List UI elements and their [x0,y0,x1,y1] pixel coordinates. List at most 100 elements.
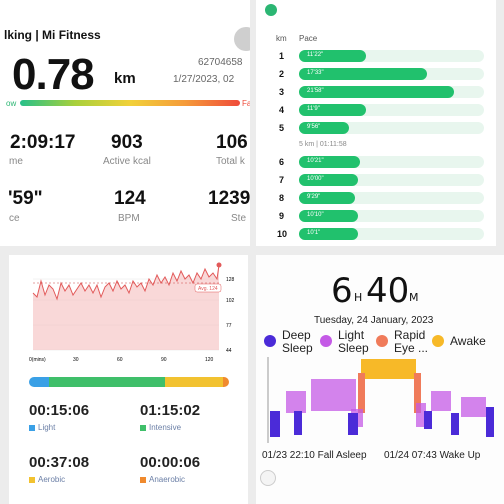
split-pace-bar: 17'33" [299,68,427,80]
stat-label: BPM [118,213,140,224]
heart-rate-line [32,264,220,301]
zone-label: Intensive [149,423,182,432]
stat-value: 1239 [208,188,250,209]
split-km: 1 [279,51,285,61]
split-km: 2 [279,69,285,79]
split-km: 4 [279,105,285,115]
deep-sleep-segment [270,411,280,437]
x-tick: 0(mins) [29,357,46,363]
sleep-start-label: 01/23 22:10 Fall Asleep [262,450,367,461]
zone-label: Anaerobic [149,475,186,484]
split-km: 5 [279,123,285,133]
split-pace-label: 10'21" [307,158,324,164]
kilometer-splits-card: Kilometer splits km Pace 5 km | 01:11:58… [256,0,496,246]
sleep-card: 6 H 40 M Tuesday, 24 January, 2023 Deep … [256,255,504,504]
legend-label: Awake [450,334,486,348]
light-sleep-segment [416,403,426,427]
heart-rate-card: Avg. 124 128 102 77 44 0(mins) 30 60 90 … [9,255,248,504]
heart-zone-segment [29,377,49,387]
stat-label: me [9,156,23,167]
y-tick: 128 [226,277,235,283]
splits-icon [265,4,277,16]
avg-badge-label: Avg. 124 [198,286,218,292]
split-pace-label: 11'9" [307,106,320,112]
legend-dot [376,335,388,347]
split-km: 3 [279,87,285,97]
x-tick: 60 [117,357,123,363]
legend-label: Deep Sleep [282,328,313,355]
split-pace-bar: 9'29" [299,192,355,204]
split-pace-label: 10'1" [307,230,321,236]
stat-value: 106 [216,132,248,153]
split-pace-label: 21'58" [307,88,324,94]
x-tick: 90 [161,357,167,363]
five-km-note: 5 km | 01:11:58 [299,141,347,148]
deep-sleep-segment [451,413,459,435]
sleep-hours-unit: H [354,291,363,304]
distance-value: 0.78 [12,50,95,99]
x-tick: 30 [73,357,79,363]
x-tick: 120 [205,357,214,363]
latest-point [216,262,222,268]
sleep-minutes: 40 [366,271,410,311]
y-tick: 102 [226,298,235,304]
sleep-stages-chart [267,357,494,443]
stat-value: 903 [111,132,143,153]
zone-dot [29,425,35,431]
split-km: 6 [279,157,285,167]
gauge-high-label: Fa [242,99,250,108]
deep-sleep-segment [294,411,302,435]
split-pace-label: 9'29" [307,194,321,200]
activity-id: 62704658 [198,57,243,68]
legend-dot [320,335,332,347]
zone-dot [29,477,35,483]
legend-label: Light Sleep [338,328,369,355]
gauge-low-label: ow [6,99,17,108]
zone-time: 00:37:08 [29,454,90,471]
distance-unit: km [114,70,136,87]
split-pace-label: 11'22" [307,52,324,58]
light-sleep-segment [311,379,356,411]
zone-label: Light [38,423,56,432]
activity-datetime: 1/27/2023, 02 [173,74,235,85]
avatar[interactable] [234,27,250,51]
timeline-scroll-handle[interactable] [260,470,276,486]
zone-label: Aerobic [38,475,66,484]
split-pace-bar: 10'10" [299,210,358,222]
col-header-km: km [276,34,287,43]
sleep-date: Tuesday, 24 January, 2023 [314,315,434,326]
sleep-end-label: 01/24 07:43 Wake Up [384,450,481,461]
rem-segment [414,373,421,413]
zone-time: 00:00:06 [140,454,201,471]
split-km: 7 [279,175,285,185]
stat-label: Ste [231,213,247,224]
deep-sleep-segment [424,411,432,429]
legend-dot [432,335,444,347]
rem-segment [358,373,365,413]
zone-dot [140,477,146,483]
split-pace-bar: 21'58" [299,86,454,98]
split-pace-bar: 11'9" [299,104,366,116]
split-pace-label: 10'00" [307,176,324,182]
stat-label: Active kcal [103,156,151,167]
deep-sleep-segment [486,407,494,437]
stat-value: 2:09:17 [10,132,76,153]
heart-zone-segment [165,377,223,387]
heart-zone-segment [49,377,165,387]
avg-badge [194,283,222,293]
split-pace-label: 17'33" [307,70,324,76]
awake-segment [361,359,416,379]
split-km: 10 [277,229,288,239]
light-sleep-segment [431,391,451,411]
light-sleep-segment [461,397,486,417]
split-pace-label: 10'10" [307,212,324,218]
activity-title: lking | Mi Fitness [4,28,101,42]
walking-summary-card: lking | Mi Fitness 0.78 km 62704658 1/27… [0,0,250,246]
legend-label: Rapid Eye ... [394,328,429,355]
split-pace-bar: 10'1" [299,228,358,240]
split-pace-bar: 10'21" [299,156,360,168]
zone-time: 00:15:06 [29,402,90,419]
heart-rate-chart: Avg. 124 128 102 77 44 0(mins) 30 60 90 … [29,262,235,363]
col-header-pace: Pace [299,34,318,43]
deep-sleep-segment [348,413,358,435]
